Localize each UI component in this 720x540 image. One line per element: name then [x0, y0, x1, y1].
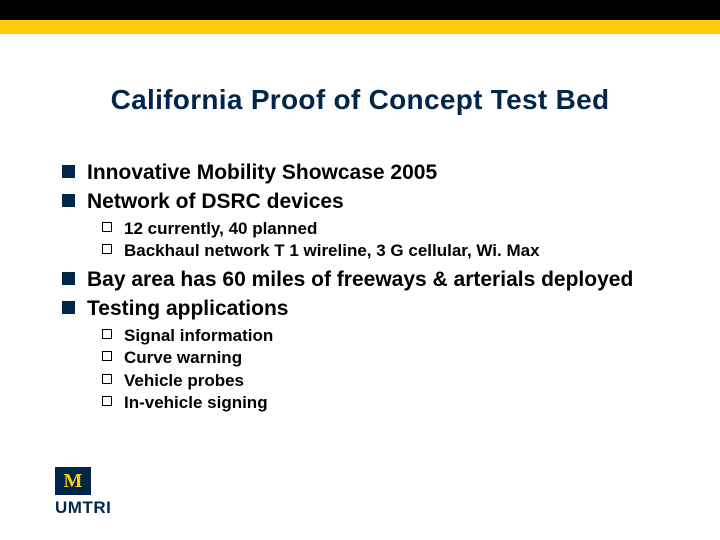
- sub-list: Signal information Curve warning Vehicle…: [102, 325, 662, 413]
- bullet-l1: Testing applications: [62, 296, 662, 323]
- sub-bullet-text: Signal information: [124, 325, 273, 346]
- block-m-letter: M: [64, 470, 83, 493]
- slide-title: California Proof of Concept Test Bed: [0, 84, 720, 116]
- bullet-text: Bay area has 60 miles of freeways & arte…: [87, 267, 633, 294]
- header-black-bar: [0, 0, 720, 20]
- hollow-box-icon: [102, 222, 112, 232]
- bullet-text: Network of DSRC devices: [87, 189, 344, 216]
- sub-bullet-text: Vehicle probes: [124, 370, 244, 391]
- bullet-l2: Signal information: [102, 325, 662, 346]
- bullet-l1: Innovative Mobility Showcase 2005: [62, 160, 662, 187]
- bullet-l2: Vehicle probes: [102, 370, 662, 391]
- bullet-l2: Backhaul network T 1 wireline, 3 G cellu…: [102, 240, 662, 261]
- square-bullet-icon: [62, 301, 75, 314]
- bullet-l2: Curve warning: [102, 347, 662, 368]
- bullet-l2: 12 currently, 40 planned: [102, 218, 662, 239]
- bullet-text: Innovative Mobility Showcase 2005: [87, 160, 437, 187]
- bullet-l1: Network of DSRC devices: [62, 189, 662, 216]
- square-bullet-icon: [62, 165, 75, 178]
- hollow-box-icon: [102, 244, 112, 254]
- square-bullet-icon: [62, 272, 75, 285]
- bullet-l2: In-vehicle signing: [102, 392, 662, 413]
- square-bullet-icon: [62, 194, 75, 207]
- sub-list: 12 currently, 40 planned Backhaul networ…: [102, 218, 662, 262]
- sub-bullet-text: Curve warning: [124, 347, 242, 368]
- bullet-text: Testing applications: [87, 296, 288, 323]
- hollow-box-icon: [102, 329, 112, 339]
- sub-bullet-text: In-vehicle signing: [124, 392, 268, 413]
- umtri-wordmark: UMTRI: [55, 498, 111, 518]
- hollow-box-icon: [102, 374, 112, 384]
- hollow-box-icon: [102, 396, 112, 406]
- slide-body: Innovative Mobility Showcase 2005 Networ…: [62, 160, 662, 419]
- hollow-box-icon: [102, 351, 112, 361]
- sub-bullet-text: 12 currently, 40 planned: [124, 218, 317, 239]
- sub-bullet-text: Backhaul network T 1 wireline, 3 G cellu…: [124, 240, 540, 261]
- block-m-icon: M: [55, 467, 91, 495]
- umtri-logo: M UMTRI: [55, 467, 111, 518]
- bullet-l1: Bay area has 60 miles of freeways & arte…: [62, 267, 662, 294]
